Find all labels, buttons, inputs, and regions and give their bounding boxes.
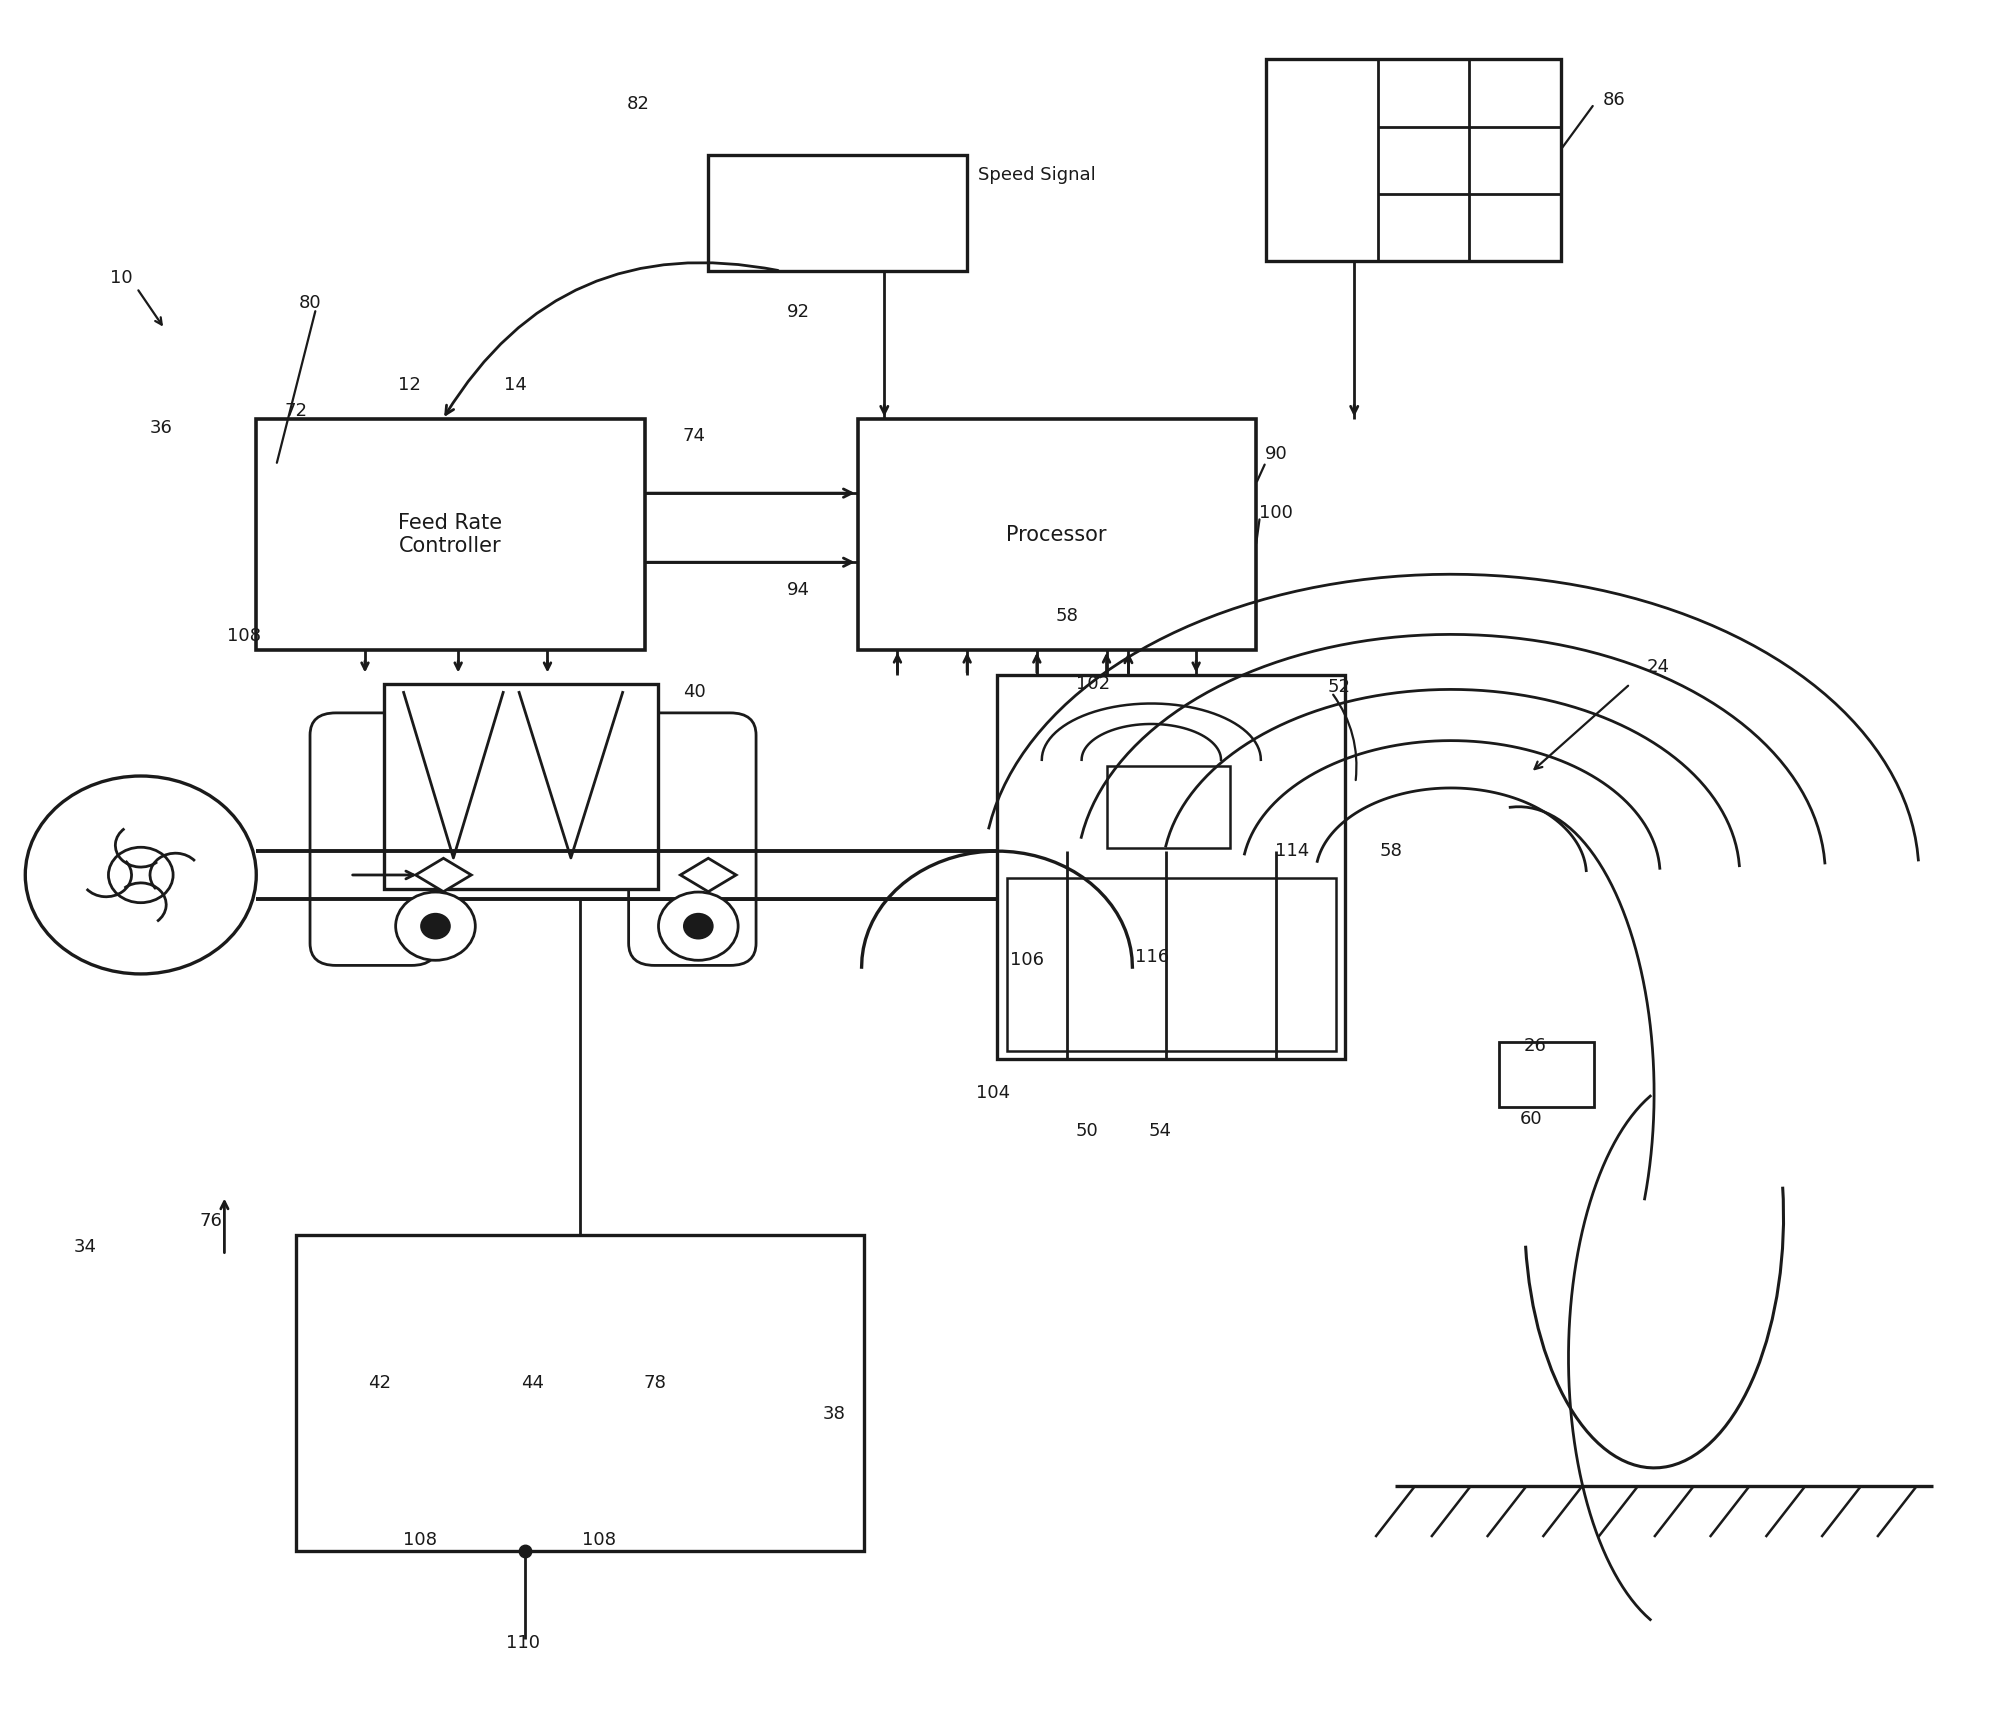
Polygon shape bbox=[680, 858, 736, 892]
Text: 12: 12 bbox=[399, 376, 421, 395]
Text: 26: 26 bbox=[1523, 1037, 1545, 1054]
Text: 40: 40 bbox=[684, 684, 706, 701]
Text: 44: 44 bbox=[522, 1374, 544, 1393]
Text: 114: 114 bbox=[1274, 843, 1308, 860]
Text: 80: 80 bbox=[299, 294, 321, 313]
Text: Speed Signal: Speed Signal bbox=[977, 166, 1095, 185]
Text: 116: 116 bbox=[1135, 948, 1168, 966]
Text: 50: 50 bbox=[1075, 1121, 1099, 1140]
Circle shape bbox=[395, 892, 475, 960]
Text: 108: 108 bbox=[582, 1531, 616, 1550]
Text: 108: 108 bbox=[403, 1531, 437, 1550]
Text: 60: 60 bbox=[1519, 1109, 1541, 1128]
Text: Processor: Processor bbox=[1007, 525, 1107, 545]
Text: 52: 52 bbox=[1328, 678, 1352, 696]
Text: 110: 110 bbox=[506, 1634, 540, 1653]
Text: 86: 86 bbox=[1603, 91, 1625, 109]
Text: 82: 82 bbox=[628, 94, 650, 113]
Text: 78: 78 bbox=[644, 1374, 666, 1393]
FancyBboxPatch shape bbox=[309, 713, 437, 966]
Circle shape bbox=[108, 848, 173, 902]
Text: 34: 34 bbox=[74, 1237, 96, 1256]
Polygon shape bbox=[415, 858, 471, 892]
Circle shape bbox=[684, 914, 712, 938]
Text: 38: 38 bbox=[822, 1405, 845, 1424]
Bar bbox=[383, 684, 658, 889]
Text: 104: 104 bbox=[975, 1085, 1011, 1102]
Text: 90: 90 bbox=[1264, 444, 1288, 463]
Text: 92: 92 bbox=[786, 302, 810, 321]
Text: 100: 100 bbox=[1258, 504, 1292, 523]
Bar bbox=[857, 419, 1256, 649]
Text: 10: 10 bbox=[110, 268, 132, 287]
Text: 36: 36 bbox=[150, 419, 171, 438]
Bar bbox=[1266, 60, 1561, 261]
Text: 24: 24 bbox=[1647, 658, 1669, 675]
Text: 54: 54 bbox=[1149, 1121, 1172, 1140]
Text: 76: 76 bbox=[199, 1212, 221, 1230]
Bar bbox=[708, 156, 967, 272]
Circle shape bbox=[26, 776, 257, 974]
Text: 14: 14 bbox=[504, 376, 526, 395]
Text: 42: 42 bbox=[369, 1374, 391, 1393]
Text: 106: 106 bbox=[1009, 952, 1045, 969]
Bar bbox=[257, 419, 644, 649]
Bar bbox=[295, 1236, 863, 1550]
Bar bbox=[1007, 878, 1336, 1051]
Bar bbox=[1499, 1042, 1595, 1107]
Text: 74: 74 bbox=[682, 427, 706, 446]
Text: 102: 102 bbox=[1075, 675, 1109, 692]
Bar bbox=[997, 675, 1346, 1060]
FancyBboxPatch shape bbox=[628, 713, 756, 966]
Text: 108: 108 bbox=[227, 627, 261, 644]
Text: 58: 58 bbox=[1055, 607, 1079, 624]
Text: Feed Rate
Controller: Feed Rate Controller bbox=[399, 513, 502, 555]
Circle shape bbox=[658, 892, 738, 960]
Text: 94: 94 bbox=[786, 581, 810, 600]
Circle shape bbox=[421, 914, 449, 938]
Text: 58: 58 bbox=[1380, 843, 1402, 860]
Bar bbox=[1107, 766, 1230, 848]
Text: 72: 72 bbox=[285, 402, 307, 420]
